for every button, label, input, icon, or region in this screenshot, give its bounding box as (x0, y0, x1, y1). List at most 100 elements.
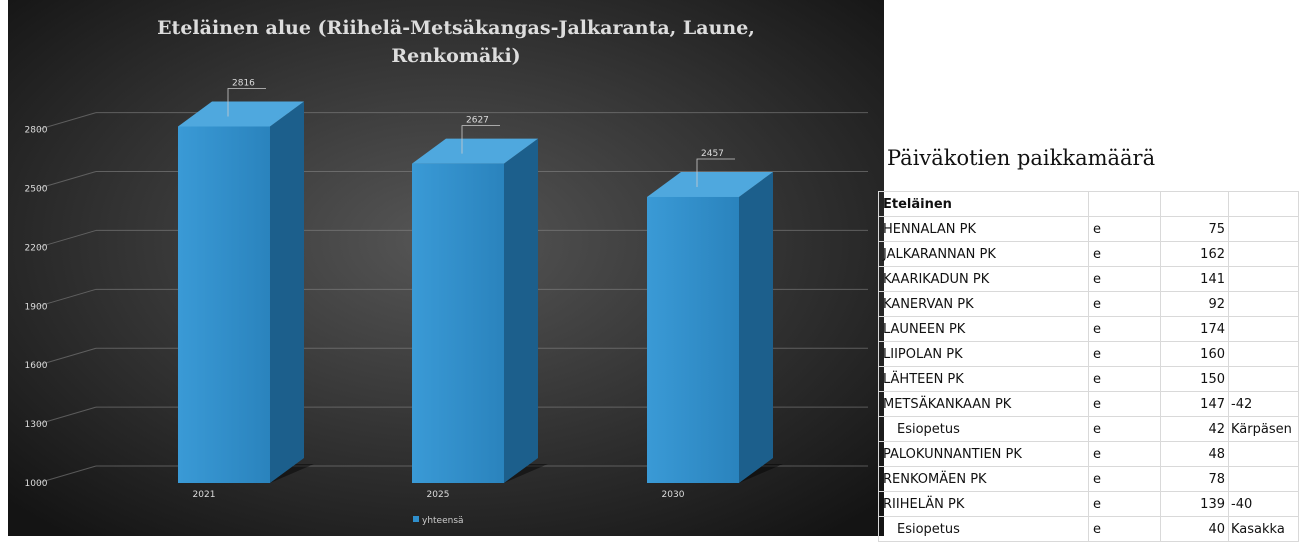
type-cell: e (1088, 216, 1161, 242)
capacity-cell: 48 (1160, 441, 1229, 467)
daycare-name-cell: LÄHTEEN PK (878, 366, 1089, 392)
table-row: JALKARANNAN PK e 162 (878, 241, 1299, 267)
grid-line-side (37, 288, 97, 307)
y-axis-ticks: 1000 1300 1600 1900 2200 2500 2800 (25, 126, 48, 489)
y-tick-label: 1300 (25, 420, 48, 430)
legend: yhteensä (413, 516, 464, 526)
note-cell: -40 (1228, 491, 1299, 517)
capacity-cell: 40 (1160, 516, 1229, 542)
note-cell (1228, 266, 1299, 292)
note-cell (1228, 216, 1299, 242)
grid-line-side (37, 229, 97, 248)
bars: 2816 2627 2457 (178, 78, 783, 483)
note-cell: Kasakka (1228, 516, 1299, 542)
capacity-cell: 162 (1160, 241, 1229, 267)
type-cell: e (1088, 416, 1161, 442)
table-row: RIIHELÄN PK e 139 -40 (878, 491, 1299, 517)
table-row: Esiopetus e 42 Kärpäsen (878, 416, 1299, 442)
grid-line-side (37, 406, 97, 425)
empty-cell (1160, 191, 1229, 217)
data-label-leader (461, 125, 500, 154)
bar-side (270, 101, 304, 483)
table-row: RENKOMÄEN PK e 78 (878, 466, 1299, 492)
y-tick-label: 2800 (25, 126, 48, 136)
daycare-name-cell: Esiopetus (878, 516, 1089, 542)
empty-cell (1088, 191, 1161, 217)
data-label: 2627 (466, 116, 489, 126)
type-cell: e (1088, 466, 1161, 492)
chart-panel: 1000 1300 1600 1900 2200 2500 2800 2816 2627 245… (8, 0, 884, 536)
bar (647, 196, 739, 483)
bar-top (647, 171, 773, 197)
capacity-cell: 78 (1160, 466, 1229, 492)
bar-side (504, 138, 538, 483)
daycare-name-cell: KAARIKADUN PK (878, 266, 1089, 292)
table-row: LAUNEEN PK e 174 (878, 316, 1299, 342)
grid-line-side (37, 347, 97, 366)
capacity-cell: 160 (1160, 341, 1229, 367)
daycare-name-cell: LIIPOLAN PK (878, 341, 1089, 367)
type-cell: e (1088, 516, 1161, 542)
capacity-cell: 139 (1160, 491, 1229, 517)
type-cell: e (1088, 341, 1161, 367)
daycare-name-cell: PALOKUNNANTIEN PK (878, 441, 1089, 467)
grid-line-side (37, 465, 97, 484)
table-row: HENNALAN PK e 75 (878, 216, 1299, 242)
note-cell (1228, 366, 1299, 392)
daycare-name-cell: METSÄKANKAAN PK (878, 391, 1089, 417)
note-cell (1228, 441, 1299, 467)
daycare-name-cell: HENNALAN PK (878, 216, 1089, 242)
capacity-cell: 174 (1160, 316, 1229, 342)
bar-side (739, 171, 773, 483)
type-cell: e (1088, 441, 1161, 467)
table-row: LIIPOLAN PK e 160 (878, 341, 1299, 367)
capacity-cell: 147 (1160, 391, 1229, 417)
table-row: PALOKUNNANTIEN PK e 48 (878, 441, 1299, 467)
type-cell: e (1088, 391, 1161, 417)
bar-top (412, 138, 538, 164)
bar (178, 126, 270, 483)
note-cell (1228, 341, 1299, 367)
note-cell: Kärpäsen (1228, 416, 1299, 442)
x-tick-label: 2030 (662, 490, 685, 500)
capacity-cell: 141 (1160, 266, 1229, 292)
x-tick-label: 2025 (427, 490, 450, 500)
data-label: 2816 (232, 78, 255, 88)
type-cell: e (1088, 266, 1161, 292)
note-cell (1228, 291, 1299, 317)
note-cell: -42 (1228, 391, 1299, 417)
daycare-capacity-table: Eteläinen HENNALAN PK e 75 JALKARANNAN PK e 1… (878, 191, 1299, 542)
type-cell: e (1088, 316, 1161, 342)
table-row: METSÄKANKAAN PK e 147 -42 (878, 391, 1299, 417)
type-cell: e (1088, 366, 1161, 392)
legend-swatch (413, 516, 419, 522)
table-header-row: Eteläinen (878, 191, 1299, 217)
y-tick-label: 1000 (25, 479, 48, 489)
data-label-leader (227, 88, 266, 117)
daycare-name-cell: RENKOMÄEN PK (878, 466, 1089, 492)
daycare-name-cell: LAUNEEN PK (878, 316, 1089, 342)
chart-title-line-1: Eteläinen alue (Riihelä-Metsäkangas-Jalk… (157, 17, 755, 39)
bar-top (178, 101, 304, 127)
x-tick-label: 2021 (193, 490, 216, 500)
type-cell: e (1088, 291, 1161, 317)
capacity-cell: 150 (1160, 366, 1229, 392)
capacity-cell: 92 (1160, 291, 1229, 317)
table-title: Päiväkotien paikkamäärä (887, 146, 1156, 170)
x-axis-labels: 2021 2025 2030 (193, 490, 685, 500)
daycare-name-cell: KANERVAN PK (878, 291, 1089, 317)
table-row: LÄHTEEN PK e 150 (878, 366, 1299, 392)
capacity-cell: 75 (1160, 216, 1229, 242)
y-tick-label: 2200 (25, 243, 48, 253)
daycare-name-cell: Esiopetus (878, 416, 1089, 442)
note-cell (1228, 241, 1299, 267)
daycare-name-cell: RIIHELÄN PK (878, 491, 1089, 517)
grid-line-side (37, 171, 97, 190)
y-tick-label: 1900 (25, 302, 48, 312)
note-cell (1228, 316, 1299, 342)
table-row: Esiopetus e 40 Kasakka (878, 516, 1299, 542)
y-tick-label: 2500 (25, 185, 48, 195)
note-cell (1228, 466, 1299, 492)
chart-title-line-2: Renkomäki) (391, 45, 520, 67)
type-cell: e (1088, 241, 1161, 267)
